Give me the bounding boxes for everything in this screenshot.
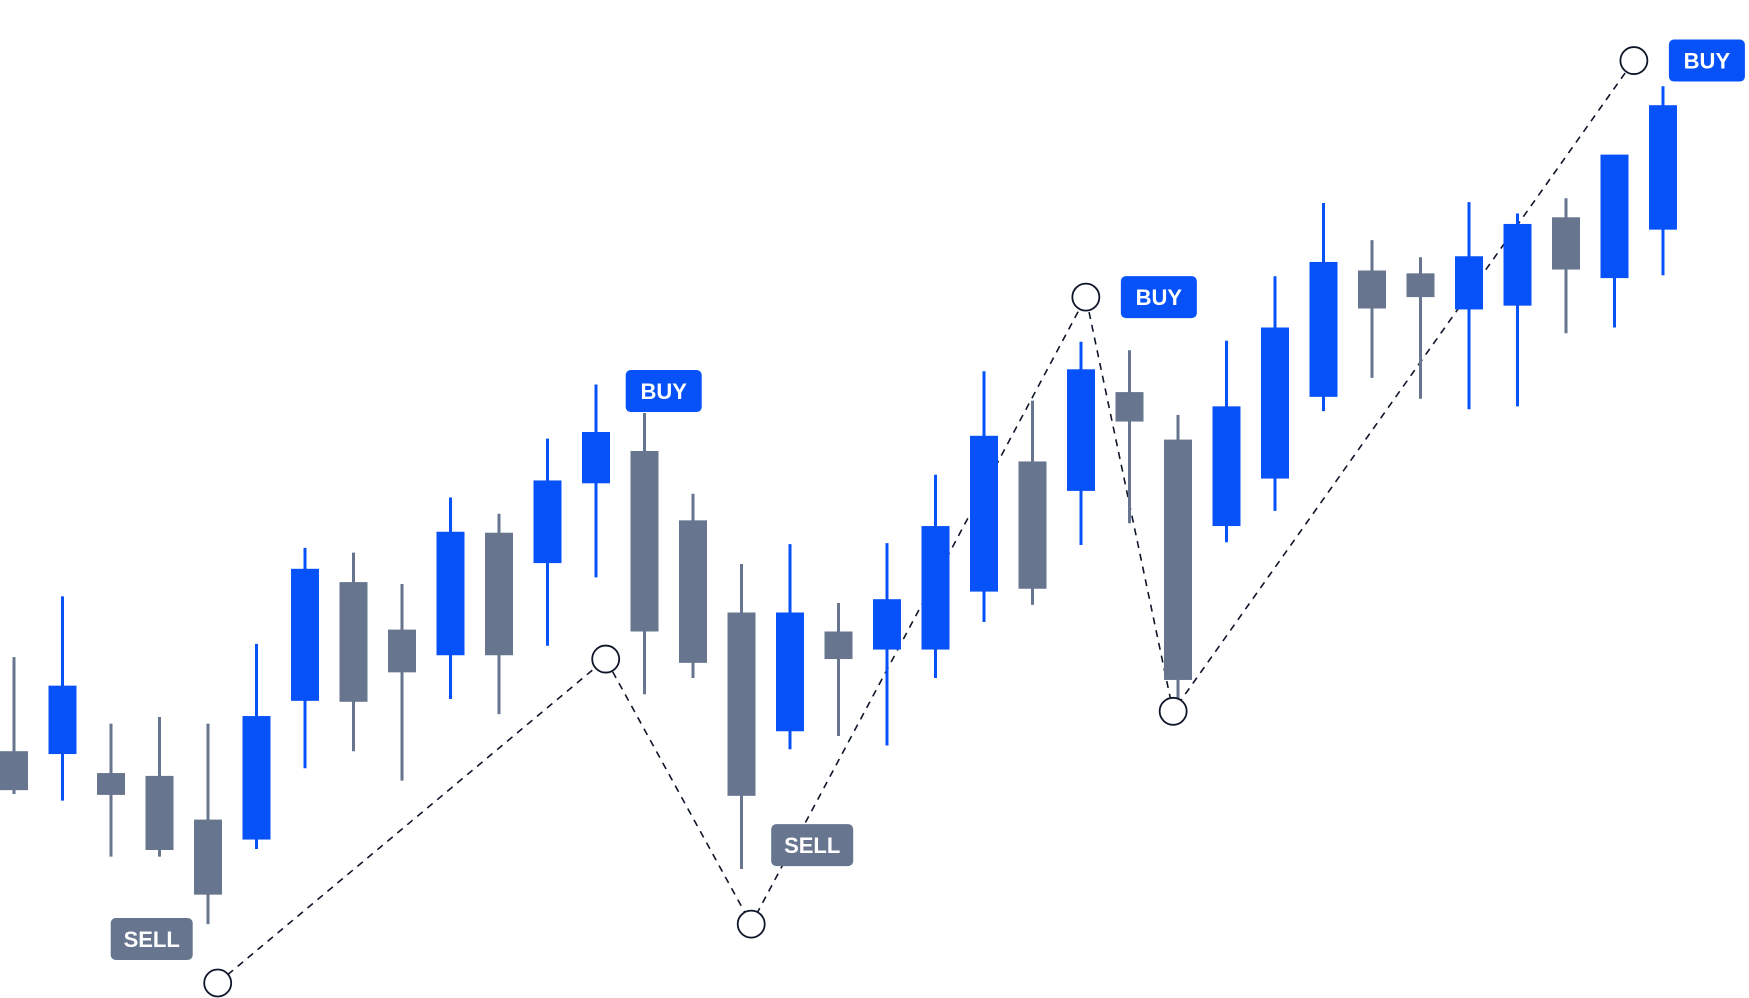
candle-body (1018, 461, 1047, 589)
pivot-markers-layer (203, 46, 1649, 998)
pivot-marker-5 (1158, 696, 1188, 726)
signal-labels-layer: SELL BUY SELL BUY BUY (110, 39, 1745, 960)
candle-12 (533, 438, 562, 646)
signal-text: BUY (1684, 49, 1731, 74)
signal-label-sell-3: SELL (771, 824, 854, 867)
candle-17 (776, 544, 804, 750)
signal-label-buy-4: BUY (1120, 276, 1197, 319)
candle-35 (1649, 86, 1677, 276)
candle-body (97, 773, 125, 795)
pivot-marker-4 (1071, 282, 1101, 312)
candle-body (727, 612, 756, 796)
signal-text: BUY (640, 379, 687, 404)
candle-body (921, 526, 950, 650)
candle-body (1358, 270, 1386, 309)
candle-7 (291, 547, 319, 769)
candle-26 (1212, 340, 1241, 543)
candle-body (1552, 217, 1580, 270)
candle-body (0, 751, 28, 791)
signal-text: BUY (1136, 285, 1183, 310)
candle-32 (1503, 213, 1532, 407)
candle-body (1503, 223, 1532, 306)
candle-1 (0, 657, 28, 794)
candle-10 (436, 497, 465, 699)
candle-body (145, 775, 174, 850)
candle-2 (48, 596, 77, 801)
candle-11 (485, 513, 513, 715)
pivot-marker-6 (1619, 46, 1649, 75)
candle-body (582, 432, 610, 484)
candle-28 (1309, 203, 1338, 412)
candle-body (1455, 256, 1483, 310)
candle-30 (1406, 257, 1435, 399)
candle-6 (242, 643, 271, 850)
candle-body (970, 435, 998, 592)
candle-33 (1552, 198, 1580, 334)
candle-29 (1358, 240, 1386, 378)
candle-4 (145, 717, 174, 857)
candle-body (533, 480, 562, 564)
signal-text: SELL (784, 833, 840, 858)
signal-badge (771, 824, 854, 867)
signal-label-buy-2: BUY (625, 370, 702, 413)
candle-body (679, 520, 707, 663)
signal-label-buy-5: BUY (1668, 39, 1745, 82)
candle-body (291, 568, 319, 701)
candle-body (1115, 392, 1144, 422)
signal-badge (625, 370, 702, 413)
signal-text: SELL (124, 927, 180, 952)
candle-body (1164, 439, 1192, 680)
candle-body (339, 582, 368, 702)
candle-body (1212, 406, 1241, 527)
candle-16 (727, 564, 756, 869)
candle-19 (873, 543, 901, 746)
candle-body (242, 716, 271, 840)
candle-18 (824, 603, 853, 736)
candle-8 (339, 552, 368, 752)
candle-body (194, 819, 222, 895)
signal-badge (110, 918, 193, 960)
candle-14 (630, 413, 659, 695)
candle-body (776, 612, 804, 732)
candle-body (1261, 327, 1289, 479)
signal-badge (1120, 276, 1197, 319)
candle-body (824, 631, 853, 660)
candle-body (1406, 273, 1435, 298)
candle-body (1309, 261, 1338, 397)
candle-22 (1018, 400, 1047, 605)
zigzag-line (217, 60, 1635, 984)
candle-body (1600, 154, 1629, 279)
signal-badge (1668, 39, 1745, 82)
candle-9 (388, 584, 416, 781)
candle-31 (1455, 202, 1483, 410)
candle-23 (1067, 341, 1095, 546)
pivot-marker-3 (736, 909, 766, 939)
signal-label-sell-1: SELL (110, 918, 193, 960)
candle-body (436, 531, 465, 656)
candle-20 (921, 474, 950, 679)
candle-27 (1261, 276, 1289, 511)
candle-body (388, 629, 416, 673)
candle-24 (1115, 350, 1144, 524)
candle-15 (679, 493, 707, 679)
candles-layer (0, 86, 1677, 925)
pivot-marker-1 (203, 968, 233, 998)
candle-body (48, 685, 77, 755)
pivot-marker-2 (591, 644, 621, 674)
candle-body (485, 532, 513, 656)
candle-13 (582, 384, 610, 578)
candle-body (873, 599, 901, 650)
zigzag-line-layer (217, 60, 1635, 984)
candle-25 (1164, 414, 1192, 704)
candle-body (1067, 369, 1095, 491)
candle-5 (194, 723, 222, 925)
candle-34 (1600, 154, 1629, 328)
candle-3 (97, 723, 125, 857)
candle-body (630, 451, 659, 632)
candle-21 (970, 371, 998, 622)
candle-body (1649, 105, 1677, 230)
